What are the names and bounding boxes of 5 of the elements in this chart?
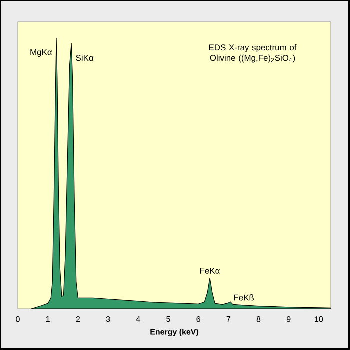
annotation: MgKα (30, 49, 52, 58)
annotation: FeKα (200, 268, 220, 274)
annotation: FeKß (234, 294, 254, 301)
annotation: SiKα (76, 54, 94, 62)
text: EDS X-ray spectrum of Olivine ((Mg,Fe)$_{2}$SiO$_{4}$) (209, 44, 297, 63)
